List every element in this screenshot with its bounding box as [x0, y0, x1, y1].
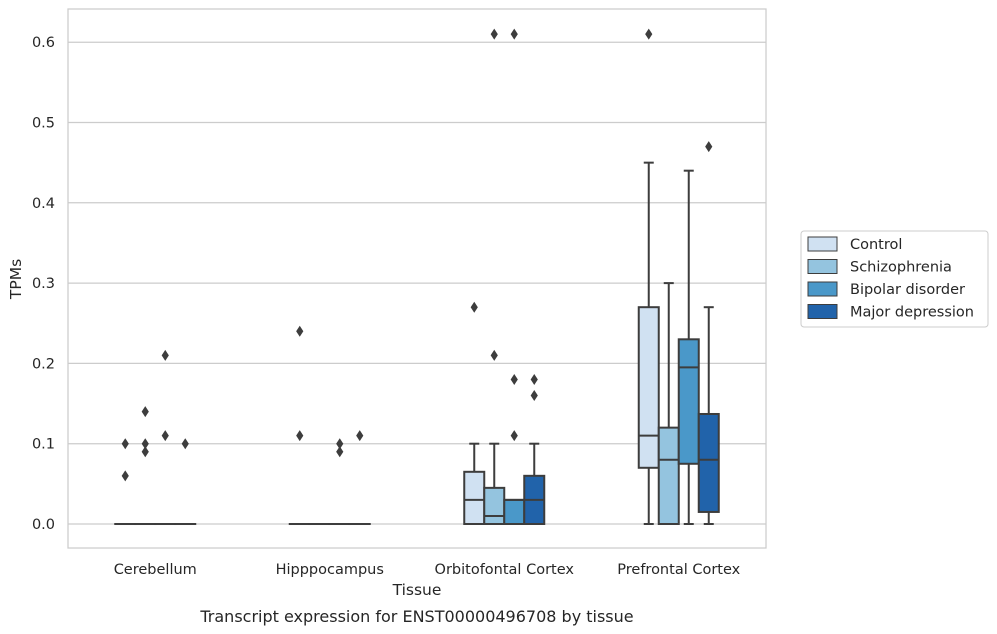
- box-body: [503, 498, 526, 526]
- x-tick-label: Prefrontal Cortex: [617, 562, 740, 578]
- y-tick-label: 0.4: [32, 196, 55, 212]
- outlier-point: [161, 430, 169, 442]
- chart-caption: Transcript expression for ENST0000049670…: [199, 607, 633, 626]
- legend-frame: [800, 230, 989, 328]
- legend-swatch: [807, 281, 838, 297]
- box-body: [697, 412, 720, 513]
- outlier-point: [296, 325, 304, 337]
- box-1-3: [348, 430, 371, 526]
- outlier-point: [356, 430, 364, 442]
- box-0-1: [134, 406, 157, 526]
- outlier-point: [141, 446, 149, 458]
- y-tick-label: 0.5: [32, 116, 55, 132]
- legend-label: Major depression: [850, 305, 974, 321]
- outlier-point: [510, 373, 518, 385]
- outlier-point: [510, 28, 518, 40]
- outlier-point: [296, 430, 304, 442]
- outlier-point: [336, 438, 344, 450]
- box-body: [657, 426, 680, 526]
- box-2-1: [483, 28, 506, 525]
- box-3-0: [637, 28, 660, 525]
- outlier-point: [141, 406, 149, 418]
- outlier-point: [141, 438, 149, 450]
- x-tick-label: Hipppocampus: [276, 562, 384, 578]
- outlier-point: [530, 390, 538, 402]
- y-axis-label: TPMs: [7, 259, 25, 300]
- outlier-point: [530, 373, 538, 385]
- box-body: [637, 306, 660, 469]
- y-tick-label: 0.1: [32, 437, 55, 453]
- y-tick-label: 0.3: [32, 276, 55, 292]
- box-2-0: [463, 301, 486, 525]
- legend-label: Bipolar disorder: [850, 282, 965, 298]
- x-tick-label: Cerebellum: [114, 562, 197, 578]
- y-tick-label: 0.6: [32, 35, 55, 51]
- box-2-3: [523, 373, 546, 526]
- legend-swatch: [807, 304, 838, 319]
- x-axis-label: Tissue: [392, 581, 442, 599]
- box-3-3: [697, 141, 720, 525]
- y-tick-label: 0.0: [32, 517, 55, 533]
- outlier-point: [490, 28, 498, 40]
- box-1-0: [288, 325, 311, 526]
- y-tick-label: 0.2: [32, 356, 55, 372]
- outlier-point: [121, 438, 129, 450]
- legend-label: Schizophrenia: [850, 260, 952, 276]
- box-layer: [114, 28, 720, 526]
- outlier-point: [510, 430, 518, 442]
- box-body: [483, 486, 506, 525]
- legend-label: Control: [850, 237, 902, 253]
- outlier-point: [470, 301, 478, 313]
- plot-frame: [67, 8, 767, 549]
- outlier-point: [121, 470, 129, 482]
- box-3-1: [657, 282, 680, 526]
- box-0-2: [154, 349, 177, 526]
- legend: Control Schizophrenia Bipolar disorder Majo…: [800, 230, 989, 328]
- box-0-3: [174, 438, 197, 526]
- legend-swatch: [807, 259, 838, 274]
- outlier-point: [161, 349, 169, 361]
- box-3-2: [677, 169, 700, 525]
- legend-swatch: [807, 236, 838, 252]
- outlier-point: [490, 349, 498, 361]
- box-0-0: [114, 438, 137, 526]
- outlier-point: [181, 438, 189, 450]
- box-body: [463, 470, 486, 525]
- outlier-point: [336, 446, 344, 458]
- box-body: [677, 338, 700, 465]
- outlier-point: [645, 28, 653, 40]
- outlier-point: [705, 141, 713, 153]
- x-tick-label: Orbitofontal Cortex: [435, 562, 575, 578]
- y-tick-labels: 0.0 0.1 0.2 0.3 0.4 0.5 0.6: [32, 35, 55, 533]
- box-1-2: [328, 438, 351, 526]
- x-tick-labels: Cerebellum Hipppocampus Orbitofontal Corte…: [114, 562, 741, 578]
- box-2-2: [503, 28, 526, 526]
